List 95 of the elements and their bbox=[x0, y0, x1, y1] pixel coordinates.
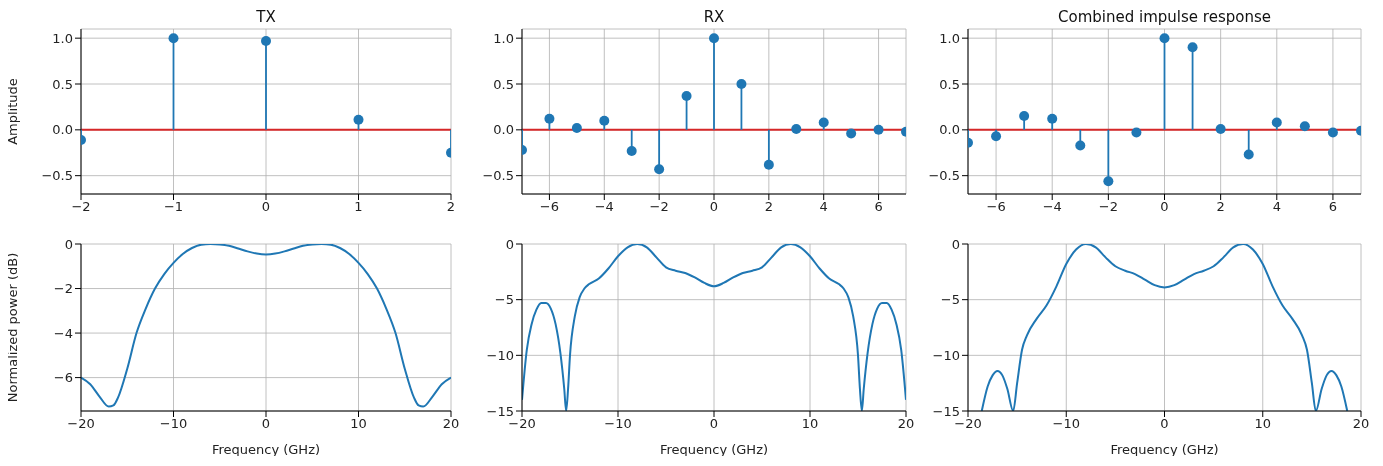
point bbox=[818, 117, 829, 128]
y-tick-label: −0.5 bbox=[41, 168, 73, 184]
x-tick-label: −10 bbox=[1052, 416, 1080, 432]
x-tick-label: −2 bbox=[71, 199, 91, 215]
point bbox=[599, 115, 610, 126]
x-tick-label: 10 bbox=[801, 416, 819, 432]
point bbox=[846, 128, 857, 139]
point bbox=[681, 90, 692, 101]
point bbox=[1159, 33, 1170, 44]
x-tick-label: 20 bbox=[897, 416, 915, 432]
y-tick-label: −4 bbox=[53, 325, 73, 341]
x-tick-label: 0 bbox=[1160, 416, 1169, 432]
x-tick-label: −2 bbox=[1098, 199, 1118, 215]
point bbox=[1047, 113, 1058, 124]
y-tick-label: −15 bbox=[932, 403, 960, 419]
x-tick-label: −4 bbox=[594, 199, 614, 215]
y-tick-label: 0.0 bbox=[939, 122, 960, 138]
chart-title: TX bbox=[255, 8, 277, 28]
point bbox=[1271, 117, 1282, 128]
point bbox=[353, 114, 364, 125]
x-axis-title: Frequency (GHz) bbox=[211, 442, 321, 457]
x-axis-title: Frequency (GHz) bbox=[659, 442, 769, 457]
point bbox=[571, 123, 582, 133]
x-tick-label: 4 bbox=[1272, 199, 1281, 215]
y-tick-label: 0 bbox=[505, 236, 514, 252]
point bbox=[763, 159, 774, 170]
x-tick-label: 1 bbox=[354, 199, 363, 215]
chart-title: Combined impulse response bbox=[1057, 8, 1272, 28]
y-tick-label: −15 bbox=[486, 403, 514, 419]
point bbox=[736, 79, 747, 89]
x-tick-label: 0 bbox=[261, 199, 271, 215]
y-tick-label: −0.5 bbox=[928, 168, 960, 184]
y-tick-label: −5 bbox=[494, 292, 514, 308]
point bbox=[1131, 127, 1142, 138]
point bbox=[991, 131, 1002, 142]
x-tick-label: 10 bbox=[350, 416, 367, 432]
line-series bbox=[81, 244, 451, 408]
y-tick-label: 0.5 bbox=[939, 76, 960, 92]
point bbox=[1299, 121, 1310, 132]
x-axis-title: Frequency (GHz) bbox=[1110, 442, 1219, 457]
point bbox=[1187, 42, 1198, 53]
x-tick-label: −20 bbox=[954, 416, 982, 432]
y-tick-label: 0 bbox=[951, 236, 960, 252]
x-tick-label: 4 bbox=[819, 199, 828, 215]
point bbox=[1103, 176, 1114, 187]
x-tick-label: −2 bbox=[649, 199, 669, 215]
y-tick-label: 1.0 bbox=[52, 30, 73, 46]
y-tick-label: 0.5 bbox=[52, 76, 73, 92]
y-tick-label: 0 bbox=[64, 236, 73, 252]
x-tick-label: 20 bbox=[442, 416, 460, 432]
x-tick-label: −20 bbox=[67, 416, 95, 432]
point bbox=[1243, 149, 1254, 160]
y-tick-label: 1.0 bbox=[493, 30, 514, 46]
x-tick-label: −6 bbox=[986, 199, 1006, 215]
line-series bbox=[980, 244, 1349, 411]
y-tick-label: −6 bbox=[53, 370, 73, 386]
x-tick-label: −10 bbox=[604, 416, 632, 432]
x-tick-label: 0 bbox=[1160, 199, 1169, 215]
point bbox=[168, 33, 179, 44]
y-tick-label: −2 bbox=[53, 281, 73, 297]
point bbox=[1075, 140, 1086, 151]
y-tick-label: −0.5 bbox=[482, 168, 514, 184]
point bbox=[654, 164, 665, 175]
point bbox=[261, 35, 271, 46]
point bbox=[1019, 111, 1030, 122]
x-tick-label: 2 bbox=[1216, 199, 1225, 215]
point bbox=[626, 145, 637, 156]
x-tick-label: 2 bbox=[764, 199, 773, 215]
x-tick-label: −6 bbox=[539, 199, 560, 215]
point bbox=[544, 113, 555, 124]
x-tick-label: 6 bbox=[1328, 199, 1338, 215]
point bbox=[791, 123, 802, 134]
y-tick-label: 0.5 bbox=[493, 76, 514, 92]
y-tick-label: −10 bbox=[932, 347, 960, 363]
x-tick-label: 0 bbox=[261, 416, 271, 432]
x-tick-label: 2 bbox=[446, 199, 456, 215]
x-tick-label: −10 bbox=[159, 416, 188, 432]
x-tick-label: −4 bbox=[1042, 199, 1062, 215]
x-tick-label: 0 bbox=[709, 416, 719, 432]
x-tick-label: −1 bbox=[163, 199, 184, 215]
y-tick-label: −10 bbox=[486, 347, 514, 363]
y-tick-label: −5 bbox=[940, 292, 960, 308]
y-tick-label: 0.0 bbox=[52, 122, 73, 138]
x-tick-label: 6 bbox=[874, 199, 883, 215]
point bbox=[1327, 127, 1338, 138]
point bbox=[1215, 123, 1226, 134]
x-tick-label: 20 bbox=[1352, 416, 1370, 432]
x-tick-label: 0 bbox=[709, 199, 719, 215]
point bbox=[873, 124, 884, 135]
y-tick-label: 1.0 bbox=[939, 30, 960, 46]
point bbox=[709, 33, 719, 44]
x-tick-label: −20 bbox=[508, 416, 536, 432]
x-tick-label: 10 bbox=[1254, 416, 1272, 432]
y-tick-label: 0.0 bbox=[493, 122, 514, 138]
chart-title: RX bbox=[702, 8, 726, 28]
